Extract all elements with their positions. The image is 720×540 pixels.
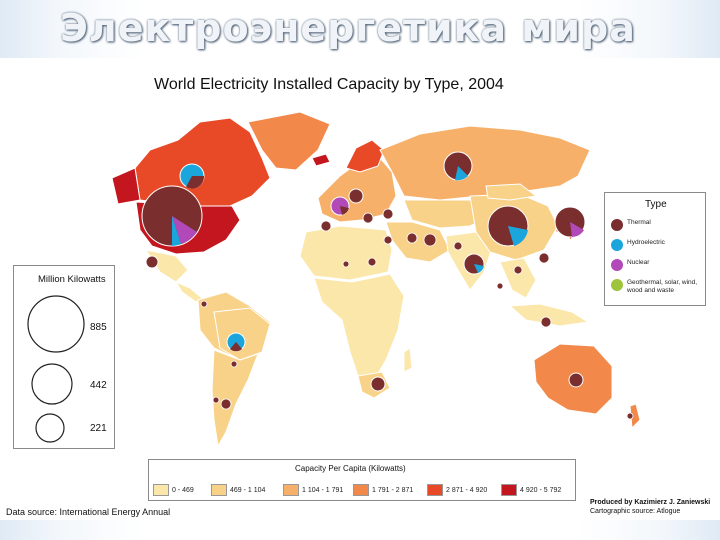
pie-mexico <box>145 255 159 269</box>
pie-india <box>463 253 485 275</box>
size-circle-small <box>35 413 65 443</box>
capacity-swatch-5 <box>427 484 443 496</box>
size-legend: Million Kilowatts 885 442 221 <box>13 265 115 449</box>
capacity-legend: Capacity Per Capita (Kilowatts) 0 - 469 … <box>148 459 576 501</box>
credit-text: Produced by Kazimierz J. Zaniewski Carto… <box>590 498 710 516</box>
north-africa-region <box>299 225 393 281</box>
indonesia-region <box>508 303 590 327</box>
capacity-label-1: 0 - 469 <box>172 486 194 494</box>
capacity-label-3: 1 104 - 1 791 <box>302 486 344 494</box>
pie-south-africa <box>370 376 386 392</box>
greenland-region <box>247 111 331 171</box>
data-source-text: Data source: International Energy Annual <box>6 507 171 517</box>
capacity-label-6: 4 920 - 5 792 <box>520 486 562 494</box>
type-legend: Type Thermal Hydroelectric Nuclear Geoth… <box>604 192 706 306</box>
type-label-nuclear: Nuclear <box>627 259 650 266</box>
capacity-swatch-2 <box>211 484 227 496</box>
capacity-swatch-3 <box>283 484 299 496</box>
hydroelectric-swatch <box>611 239 623 251</box>
pie-russia <box>443 151 473 181</box>
cartographic-source-text: Cartographic source: Atlogue <box>590 508 681 515</box>
type-legend-item-nuclear: Nuclear <box>611 259 649 271</box>
type-label-hydroelectric: Hydroelectric <box>627 239 665 246</box>
capacity-swatch-1 <box>153 484 169 496</box>
type-legend-item-hydroelectric: Hydroelectric <box>611 239 665 251</box>
pie-brazil <box>226 332 246 352</box>
capacity-swatch-4 <box>353 484 369 496</box>
capacity-legend-title: Capacity Per Capita (Kilowatts) <box>295 464 406 473</box>
southeast-asia-region <box>499 257 537 299</box>
russia-region <box>379 125 591 201</box>
type-label-thermal: Thermal <box>627 219 651 226</box>
thermal-swatch <box>611 219 623 231</box>
mongolia-region <box>485 183 538 201</box>
size-value-large: 885 <box>90 322 107 333</box>
pie-small-markers <box>200 208 634 420</box>
capacity-label-5: 2 871 - 4 920 <box>446 486 488 494</box>
map-title: World Electricity Installed Capacity by … <box>154 76 504 93</box>
pie-germany <box>348 188 364 204</box>
type-legend-item-renewables: Geothermal, solar, wind, wood and waste <box>611 279 701 295</box>
size-legend-circles <box>27 295 85 443</box>
central-america-region <box>174 280 203 303</box>
new-zealand-region <box>629 403 641 430</box>
produced-by-text: Produced by Kazimierz J. Zaniewski <box>590 499 711 506</box>
type-legend-title: Type <box>645 199 667 210</box>
capacity-class-5: 2 871 - 4 920 <box>427 484 487 496</box>
alaska-region <box>111 167 141 205</box>
madagascar-region <box>403 347 413 373</box>
capacity-class-2: 469 - 1 104 <box>211 484 265 496</box>
nuclear-swatch <box>611 259 623 271</box>
pie-canada <box>179 163 205 189</box>
capacity-class-3: 1 104 - 1 791 <box>283 484 343 496</box>
middle-east-region <box>385 221 451 263</box>
size-value-small: 221 <box>90 423 107 434</box>
capacity-swatch-6 <box>501 484 517 496</box>
capacity-class-1: 0 - 469 <box>153 484 194 496</box>
pie-usa <box>141 185 203 247</box>
type-legend-item-thermal: Thermal <box>611 219 651 231</box>
sub-saharan-africa-region <box>313 273 405 385</box>
renewables-swatch <box>611 279 623 291</box>
size-circle-large <box>27 295 85 353</box>
capacity-class-4: 1 791 - 2 871 <box>353 484 413 496</box>
size-circle-medium <box>31 363 73 405</box>
pie-france <box>330 196 350 216</box>
size-value-medium: 442 <box>90 380 107 391</box>
capacity-class-6: 4 920 - 5 792 <box>501 484 561 496</box>
pie-china <box>487 205 529 247</box>
pie-japan <box>554 206 586 238</box>
slide-title: Электроэнергетика мира <box>60 6 636 50</box>
iceland-region <box>311 153 331 167</box>
size-legend-title: Million Kilowatts <box>38 274 106 285</box>
type-label-renewables: Geothermal, solar, wind, wood and waste <box>627 279 698 294</box>
capacity-label-2: 469 - 1 104 <box>230 486 266 494</box>
pie-australia <box>568 372 584 388</box>
capacity-label-4: 1 791 - 2 871 <box>372 486 414 494</box>
